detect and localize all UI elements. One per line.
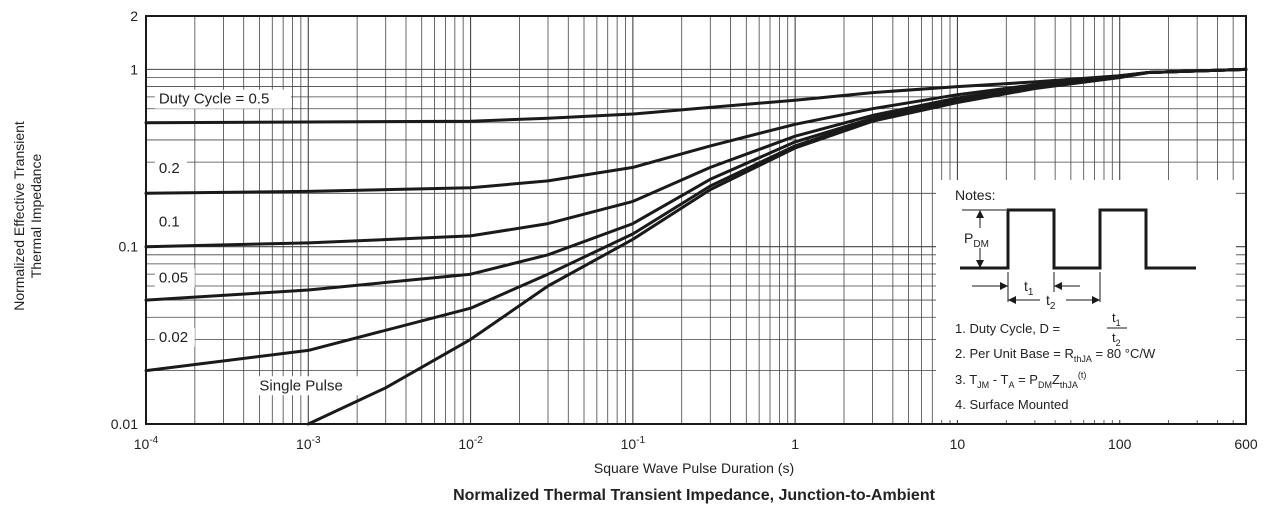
curve-label-1: 0.2 (159, 160, 180, 177)
x-tick-label: 1 (791, 436, 799, 452)
pdm-arrowhead-up (976, 210, 984, 218)
pdm-label: PDM (964, 230, 989, 250)
notes-heading: Notes: (955, 187, 995, 203)
t1-arrowhead-right (1054, 282, 1062, 290)
note-3: 3. TJM - TA = PDMZthJA(t) (955, 370, 1086, 390)
x-tick-label: 10-2 (458, 435, 483, 452)
t1-label: t1 (1024, 278, 1034, 298)
x-tick-label: 100 (1108, 436, 1132, 452)
note-2: 2. Per Unit Base = RthJA = 80 °C/W (955, 346, 1156, 364)
curve-label-4: 0.02 (159, 329, 188, 346)
pdm-arrowhead-down (976, 260, 984, 268)
curve-label-0: Duty Cycle = 0.5 (159, 91, 269, 108)
curve-label-bg (255, 376, 360, 396)
note-1-denominator: t2 (1112, 330, 1121, 348)
y-tick-labels: 0.01 0.1 1 2 (111, 8, 138, 432)
pulse-waveform (960, 208, 1196, 270)
note-1: 1. Duty Cycle, D = (955, 321, 1060, 336)
t2-arrowhead-left (1008, 296, 1016, 304)
curve-label-bg (154, 268, 195, 288)
series-line-5 (306, 67, 1248, 426)
curve-label-2: 0.1 (159, 213, 180, 230)
curve-label-bg (154, 159, 187, 179)
t2-label: t2 (1046, 292, 1056, 312)
t1-arrowhead-left (1000, 282, 1008, 290)
series-curves (144, 67, 1248, 426)
x-tick-label: 10-1 (621, 435, 646, 452)
y-axis-label-line1: Normalized Effective Transient (11, 121, 27, 311)
note-1-numerator: t1 (1112, 310, 1121, 328)
y-tick-label: 2 (130, 8, 138, 24)
x-tick-label: 10-3 (296, 435, 321, 452)
curve-labels: Duty Cycle = 0.5 0.2 0.1 0.05 0.02 Single Pul… (154, 89, 360, 396)
curve-label-bg (154, 89, 291, 109)
y-tick-label: 0.1 (119, 239, 139, 255)
x-tick-label: 10-4 (134, 435, 159, 452)
y-tick-label: 1 (130, 61, 138, 77)
curve-label-bg (154, 328, 195, 348)
note-4: 4. Surface Mounted (955, 397, 1068, 412)
curve-label-5: Single Pulse (259, 377, 342, 394)
plot-frame (145, 15, 1247, 425)
x-tick-label: 600 (1234, 436, 1258, 452)
x-tick-label: 10 (950, 436, 966, 452)
t2-arrowhead-right (1092, 296, 1100, 304)
x-tick-labels: 10-4 10-3 10-2 10-1 1 10 100 600 (134, 435, 1258, 452)
y-axis-label-line2: Thermal Impedance (28, 154, 44, 279)
chart-title: Normalized Thermal Transient Impedance, … (453, 487, 936, 504)
y-tick-label: 0.01 (111, 416, 138, 432)
curve-label-3: 0.05 (159, 269, 188, 286)
curve-label-bg (154, 212, 187, 232)
t2-label-bg (1040, 292, 1066, 310)
pdm-label-bg (960, 228, 1000, 248)
x-axis-label: Square Wave Pulse Duration (s) (594, 460, 794, 476)
